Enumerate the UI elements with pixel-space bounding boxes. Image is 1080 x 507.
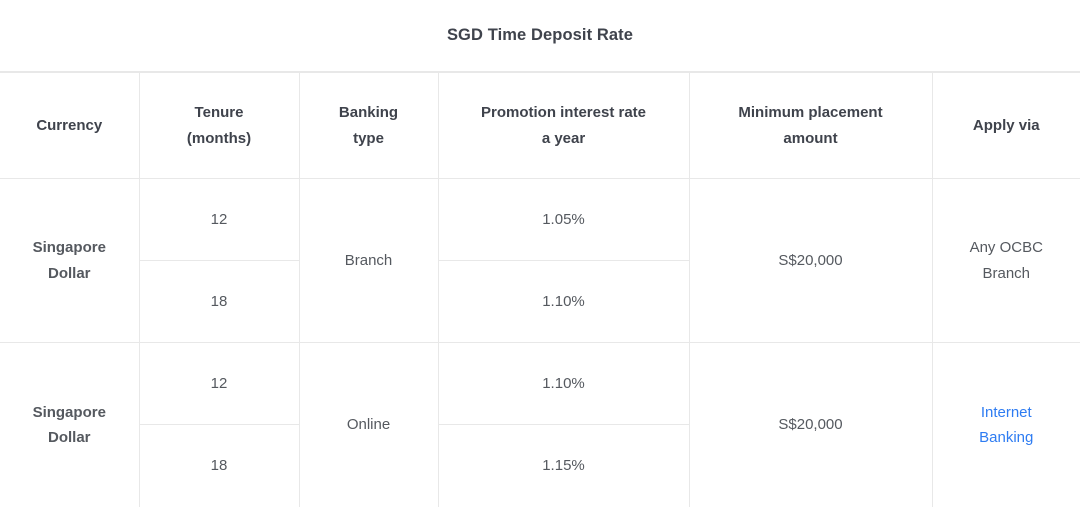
table-title-bar: SGD Time Deposit Rate: [0, 0, 1080, 72]
cell-tenure: 18: [138, 260, 300, 343]
header-min-placement: Minimum placement amount: [688, 72, 933, 179]
cell-banking-type: Online: [298, 342, 439, 507]
page-title: SGD Time Deposit Rate: [446, 26, 634, 44]
header-apply-via: Apply via: [931, 72, 1080, 179]
header-currency: Currency: [0, 72, 140, 179]
cell-currency: Singapore Dollar: [0, 178, 140, 343]
table-row: 18 1.15%: [0, 424, 1080, 507]
table-row: Singapore Dollar 12 Branch 1.05% S$20,00…: [0, 178, 1080, 343]
cell-banking-type: Branch: [298, 178, 439, 343]
cell-apply-via: Any OCBC Branch: [931, 178, 1080, 343]
deposit-rate-table: Currency Tenure (months) Banking type Pr…: [0, 72, 1080, 507]
cell-rate: 1.10%: [437, 342, 690, 425]
cell-min-amount: S$20,000: [688, 342, 933, 507]
cell-rate: 1.15%: [437, 424, 690, 507]
cell-tenure: 18: [138, 424, 300, 507]
table-row: Singapore Dollar 12 Online 1.10% S$20,00…: [0, 342, 1080, 507]
header-row: Currency Tenure (months) Banking type Pr…: [0, 72, 1080, 179]
cell-rate: 1.05%: [437, 178, 690, 261]
cell-rate: 1.10%: [437, 260, 690, 343]
internet-banking-link[interactable]: Internet Banking: [979, 403, 1034, 446]
cell-min-amount: S$20,000: [688, 178, 933, 343]
header-promotion-rate: Promotion interest rate a year: [437, 72, 690, 179]
table-row: 18 1.10%: [0, 260, 1080, 343]
header-tenure: Tenure (months): [138, 72, 300, 179]
apply-via-text: Any OCBC Branch: [969, 239, 1043, 282]
cell-tenure: 12: [138, 178, 300, 261]
header-banking-type: Banking type: [298, 72, 439, 179]
cell-currency: Singapore Dollar: [0, 342, 140, 507]
cell-tenure: 12: [138, 342, 300, 425]
cell-apply-via: Internet Banking: [931, 342, 1080, 507]
